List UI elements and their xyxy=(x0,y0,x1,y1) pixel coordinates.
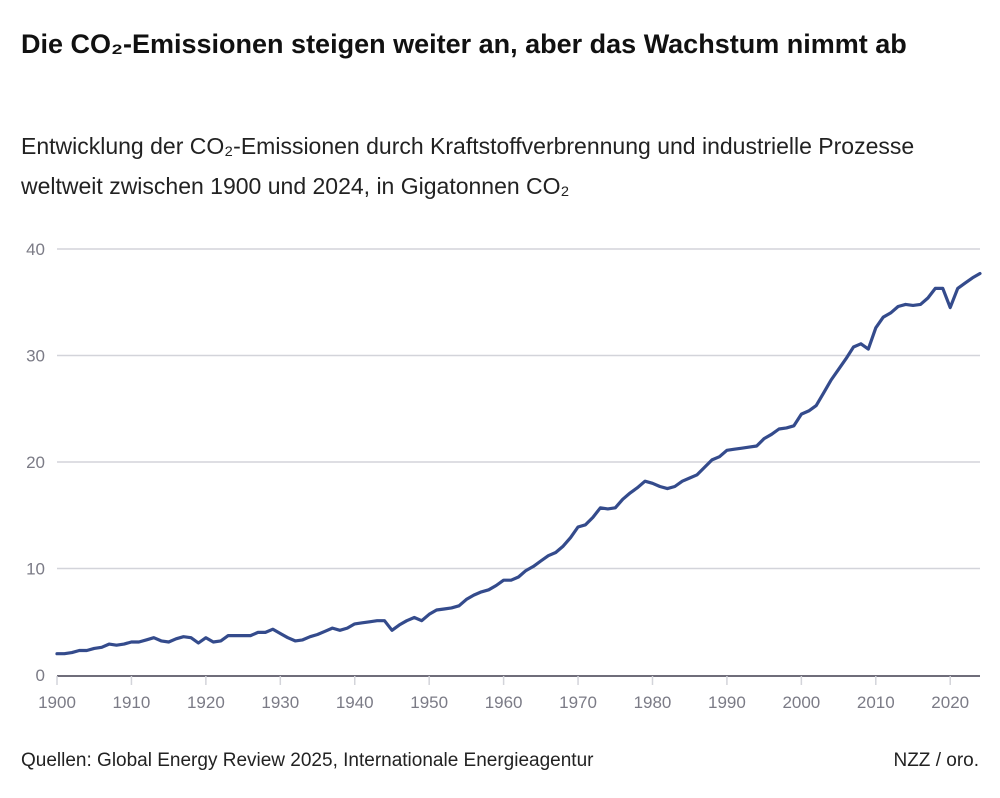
x-tick-label: 2020 xyxy=(931,693,969,712)
x-tick-label: 2000 xyxy=(782,693,820,712)
chart-subtitle: Entwicklung der CO₂-Emissionen durch Kra… xyxy=(21,133,915,199)
emissions-line xyxy=(55,271,982,656)
credit: NZZ / oro. xyxy=(893,750,979,771)
source-note: Quellen: Global Energy Review 2025, Inte… xyxy=(21,750,594,771)
y-tick-label: 20 xyxy=(26,453,45,472)
x-tick-label: 1910 xyxy=(113,693,151,712)
y-tick-label: 30 xyxy=(26,347,45,366)
x-tick-label: 2010 xyxy=(857,693,895,712)
y-tick-label: 0 xyxy=(36,666,45,685)
y-tick-label: 40 xyxy=(26,240,45,259)
x-tick-label: 1920 xyxy=(187,693,225,712)
x-tick-label: 1940 xyxy=(336,693,374,712)
x-tick-label: 1900 xyxy=(38,693,76,712)
x-tick-label: 1960 xyxy=(485,693,523,712)
x-tick-label: 1990 xyxy=(708,693,746,712)
chart-title: Die CO₂-Emissionen steigen weiter an, ab… xyxy=(21,29,907,59)
x-tick-label: 1970 xyxy=(559,693,597,712)
x-tick-label: 1930 xyxy=(261,693,299,712)
x-tick-label: 1950 xyxy=(410,693,448,712)
y-tick-label: 10 xyxy=(26,560,45,579)
x-tick-label: 1980 xyxy=(634,693,672,712)
